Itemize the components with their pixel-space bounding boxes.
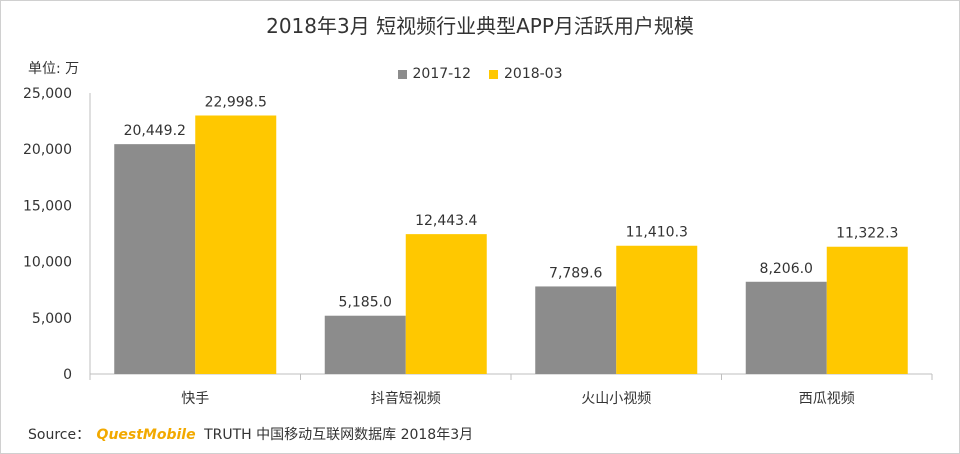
unit-label: 单位: 万 <box>28 61 80 77</box>
source-text: TRUTH 中国移动互联网数据库 2018年3月 <box>204 427 474 443</box>
data-label: 22,998.5 <box>205 94 267 110</box>
chart-title: 2018年3月 短视频行业典型APP月活跃用户规模 <box>266 14 694 38</box>
data-label: 20,449.2 <box>124 123 186 139</box>
legend-label-2017-12: 2017-12 <box>412 66 472 82</box>
y-tick-label: 0 <box>63 367 72 383</box>
legend: 2017-12 2018-03 <box>0 66 960 82</box>
bar-2018-03-1 <box>405 234 487 374</box>
legend-swatch-2017-12 <box>397 69 407 79</box>
legend-item-2017-12: 2017-12 <box>397 66 472 82</box>
y-tick-label: 10,000 <box>23 255 72 271</box>
data-label: 7,789.6 <box>549 265 603 281</box>
data-label: 12,443.4 <box>415 213 477 229</box>
source-line: Source： QuestMobile TRUTH 中国移动互联网数据库 201… <box>28 424 473 444</box>
legend-swatch-2018-03 <box>489 69 498 79</box>
x-tick-label: 快手 <box>181 391 209 407</box>
data-label: 8,206.0 <box>760 261 813 277</box>
source-brand: QuestMobile <box>96 427 196 443</box>
legend-label-2018-03: 2018-03 <box>504 66 563 82</box>
source-prefix: Source： <box>28 427 91 443</box>
x-tick-label: 火山小视频 <box>581 391 651 407</box>
y-tick-label: 5,000 <box>32 311 72 327</box>
bar-2017-12-0 <box>114 144 196 374</box>
bar-2018-03-3 <box>826 246 908 374</box>
y-tick-label: 15,000 <box>23 198 72 214</box>
bar-2017-12-1 <box>324 315 406 374</box>
bar-2018-03-0 <box>195 115 277 374</box>
x-tick-label: 西瓜视频 <box>799 391 855 407</box>
data-label: 11,410.3 <box>626 225 688 241</box>
x-tick-label: 抖音短视频 <box>371 390 441 407</box>
y-tick-label: 25,000 <box>23 86 72 102</box>
legend-item-2018-03: 2018-03 <box>489 66 563 82</box>
y-tick-label: 20,000 <box>23 142 72 158</box>
data-label: 11,322.3 <box>836 226 898 242</box>
data-label: 5,185.0 <box>339 295 392 311</box>
bar-2017-12-2 <box>535 286 617 374</box>
bar-2017-12-3 <box>745 281 827 374</box>
bar-2018-03-2 <box>616 245 698 374</box>
